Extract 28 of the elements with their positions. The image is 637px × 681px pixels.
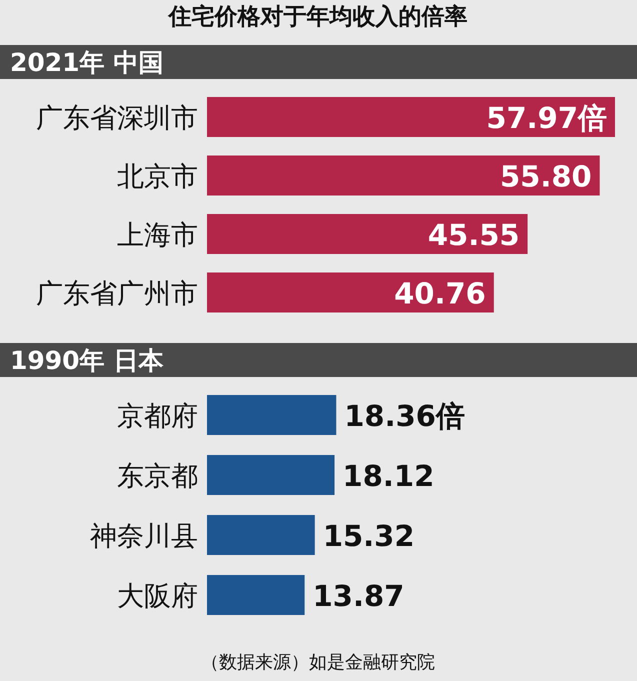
y-tick-label: 京都府 [117, 401, 198, 432]
bar [207, 156, 600, 196]
chart-subtitle: 1990年 日本 [10, 346, 164, 375]
bar [207, 395, 336, 435]
data-label: 57.97倍 [486, 101, 607, 135]
data-label: 15.32 [322, 519, 415, 553]
y-tick-label: 广东省广州市 [36, 278, 198, 310]
bar [207, 455, 335, 495]
y-tick-label: 神奈川县 [90, 521, 198, 552]
data-label: 45.55 [428, 218, 520, 252]
data-label: 18.12 [342, 459, 434, 493]
data-label: 40.76 [394, 276, 486, 310]
text: （数据来源）如是金融研究院 [201, 652, 435, 673]
bar [207, 272, 494, 312]
data-label: 13.87 [312, 579, 404, 613]
bar [207, 575, 305, 615]
bar [207, 97, 615, 137]
y-tick-label: 北京市 [117, 162, 198, 192]
chart-subtitle: 2021年 中国 [10, 48, 164, 77]
chart-title: 住宅价格对于年均收入的倍率 [168, 3, 468, 30]
y-tick-label: 上海市 [117, 220, 198, 251]
data-label: 18.36倍 [344, 399, 465, 433]
y-tick-label: 广东省深圳市 [36, 103, 198, 134]
y-tick-label: 大阪府 [117, 581, 198, 612]
bar [207, 214, 528, 254]
bar [207, 515, 315, 555]
y-tick-label: 东京都 [117, 461, 198, 492]
data-label: 55.80 [500, 160, 592, 194]
